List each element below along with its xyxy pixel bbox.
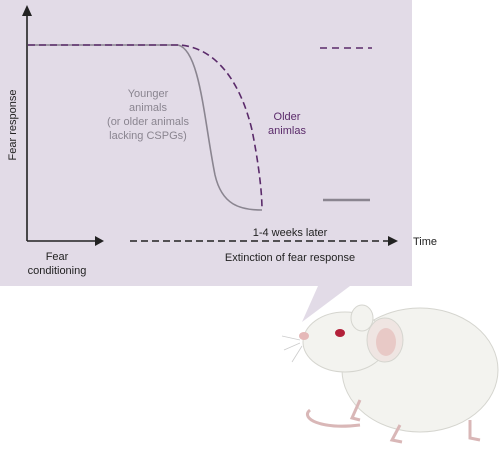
delay-label: 1-4 weeks later (253, 227, 328, 239)
time-arrow (388, 236, 398, 246)
curve-label: lacking CSPGs) (109, 130, 187, 142)
curve-label: Younger (128, 88, 169, 100)
phase-label: Extinction of fear response (225, 252, 355, 264)
older-curve (28, 44, 263, 211)
x-arrow (95, 236, 104, 246)
curve-label: animlas (268, 125, 306, 137)
phase-label: Fear (46, 251, 69, 263)
curve-label: (or older animals (107, 116, 189, 128)
y-arrow (22, 5, 32, 16)
phase-label: conditioning (28, 265, 87, 277)
x-label: Time (413, 236, 437, 248)
curve-label: animals (129, 102, 167, 114)
younger-curve (28, 44, 263, 211)
axes (26, 14, 390, 242)
mouse (281, 304, 499, 444)
y-label: Fear response (7, 90, 19, 161)
curve-label: Older (274, 111, 301, 123)
